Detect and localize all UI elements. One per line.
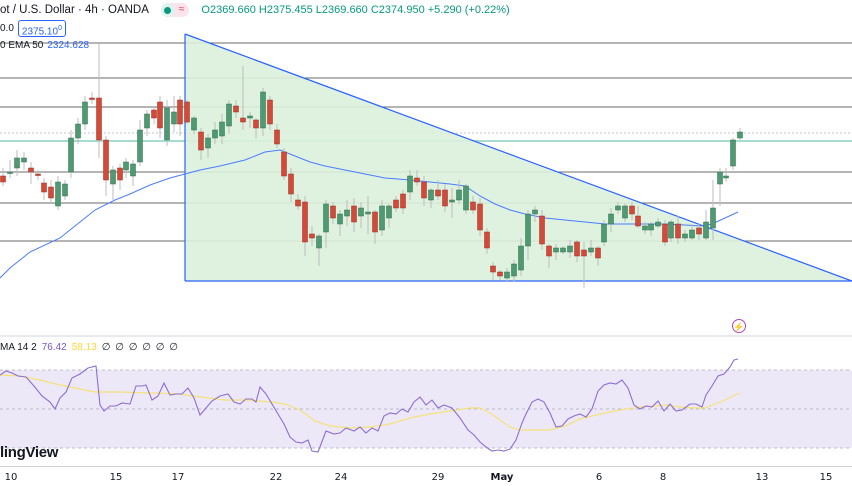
candlesticks	[0, 44, 743, 288]
time-axis-tick: 29	[431, 472, 445, 483]
low-value: L2369.660	[315, 4, 368, 16]
time-axis-tick: 17	[171, 472, 185, 483]
symbol-title[interactable]: ot / U.S. Dollar · 4h · OANDA	[0, 4, 149, 16]
delayed-data-icon: ≈	[178, 4, 185, 15]
time-axis-tick: 10	[4, 472, 18, 483]
time-axis-tick: 6	[595, 472, 603, 483]
ema-value: 2324.628	[47, 40, 90, 51]
rsi-legend[interactable]: MA 14 2 76.42 58.13 ∅ ∅ ∅ ∅ ∅ ∅	[0, 342, 179, 353]
market-open-dot-icon	[164, 6, 172, 14]
price-prefix: 0.0	[0, 22, 14, 34]
close-value: C2374.950	[370, 4, 425, 16]
rsi-value: 76.42	[41, 342, 67, 353]
change-value: +5.290 (+0.22%)	[427, 4, 510, 16]
time-axis[interactable]: 10 15 17 22 24 29 May 6 8 13 15	[0, 466, 852, 486]
ema-label: 0 EMA 50	[0, 40, 44, 51]
ema-50-line	[0, 149, 739, 279]
time-axis-tick: 13	[755, 472, 769, 483]
rsi-label: MA 14 2	[0, 342, 37, 353]
price-row: 0.0 2375.100	[0, 19, 66, 37]
time-axis-tick: 8	[659, 472, 667, 483]
time-axis-tick: May	[490, 472, 514, 483]
chart-header: ot / U.S. Dollar · 4h · OANDA ≈ O2369.66…	[0, 2, 510, 18]
ema-legend[interactable]: 0 EMA 50 2324.628	[0, 40, 89, 51]
rsi-ma-value: 58.13	[71, 342, 97, 353]
rsi-pane[interactable]	[0, 335, 852, 453]
time-axis-tick: 22	[269, 472, 283, 483]
time-axis-tick: 15	[819, 472, 833, 483]
ohlc-values: O2369.660 H2375.455 L2369.660 C2374.950 …	[201, 4, 509, 16]
market-status-badge[interactable]: ≈	[160, 3, 190, 17]
open-value: O2369.660	[201, 4, 256, 16]
rsi-empty-values: ∅ ∅ ∅ ∅ ∅ ∅	[101, 342, 179, 353]
tradingview-logo[interactable]: lingView	[0, 444, 59, 461]
buy-price-box[interactable]: 2375.100	[17, 19, 66, 37]
high-value: H2375.455	[258, 4, 313, 16]
time-axis-tick: 15	[109, 472, 123, 483]
lightning-alert-icon[interactable]: ⚡	[732, 319, 746, 333]
time-axis-tick: 24	[334, 472, 348, 483]
